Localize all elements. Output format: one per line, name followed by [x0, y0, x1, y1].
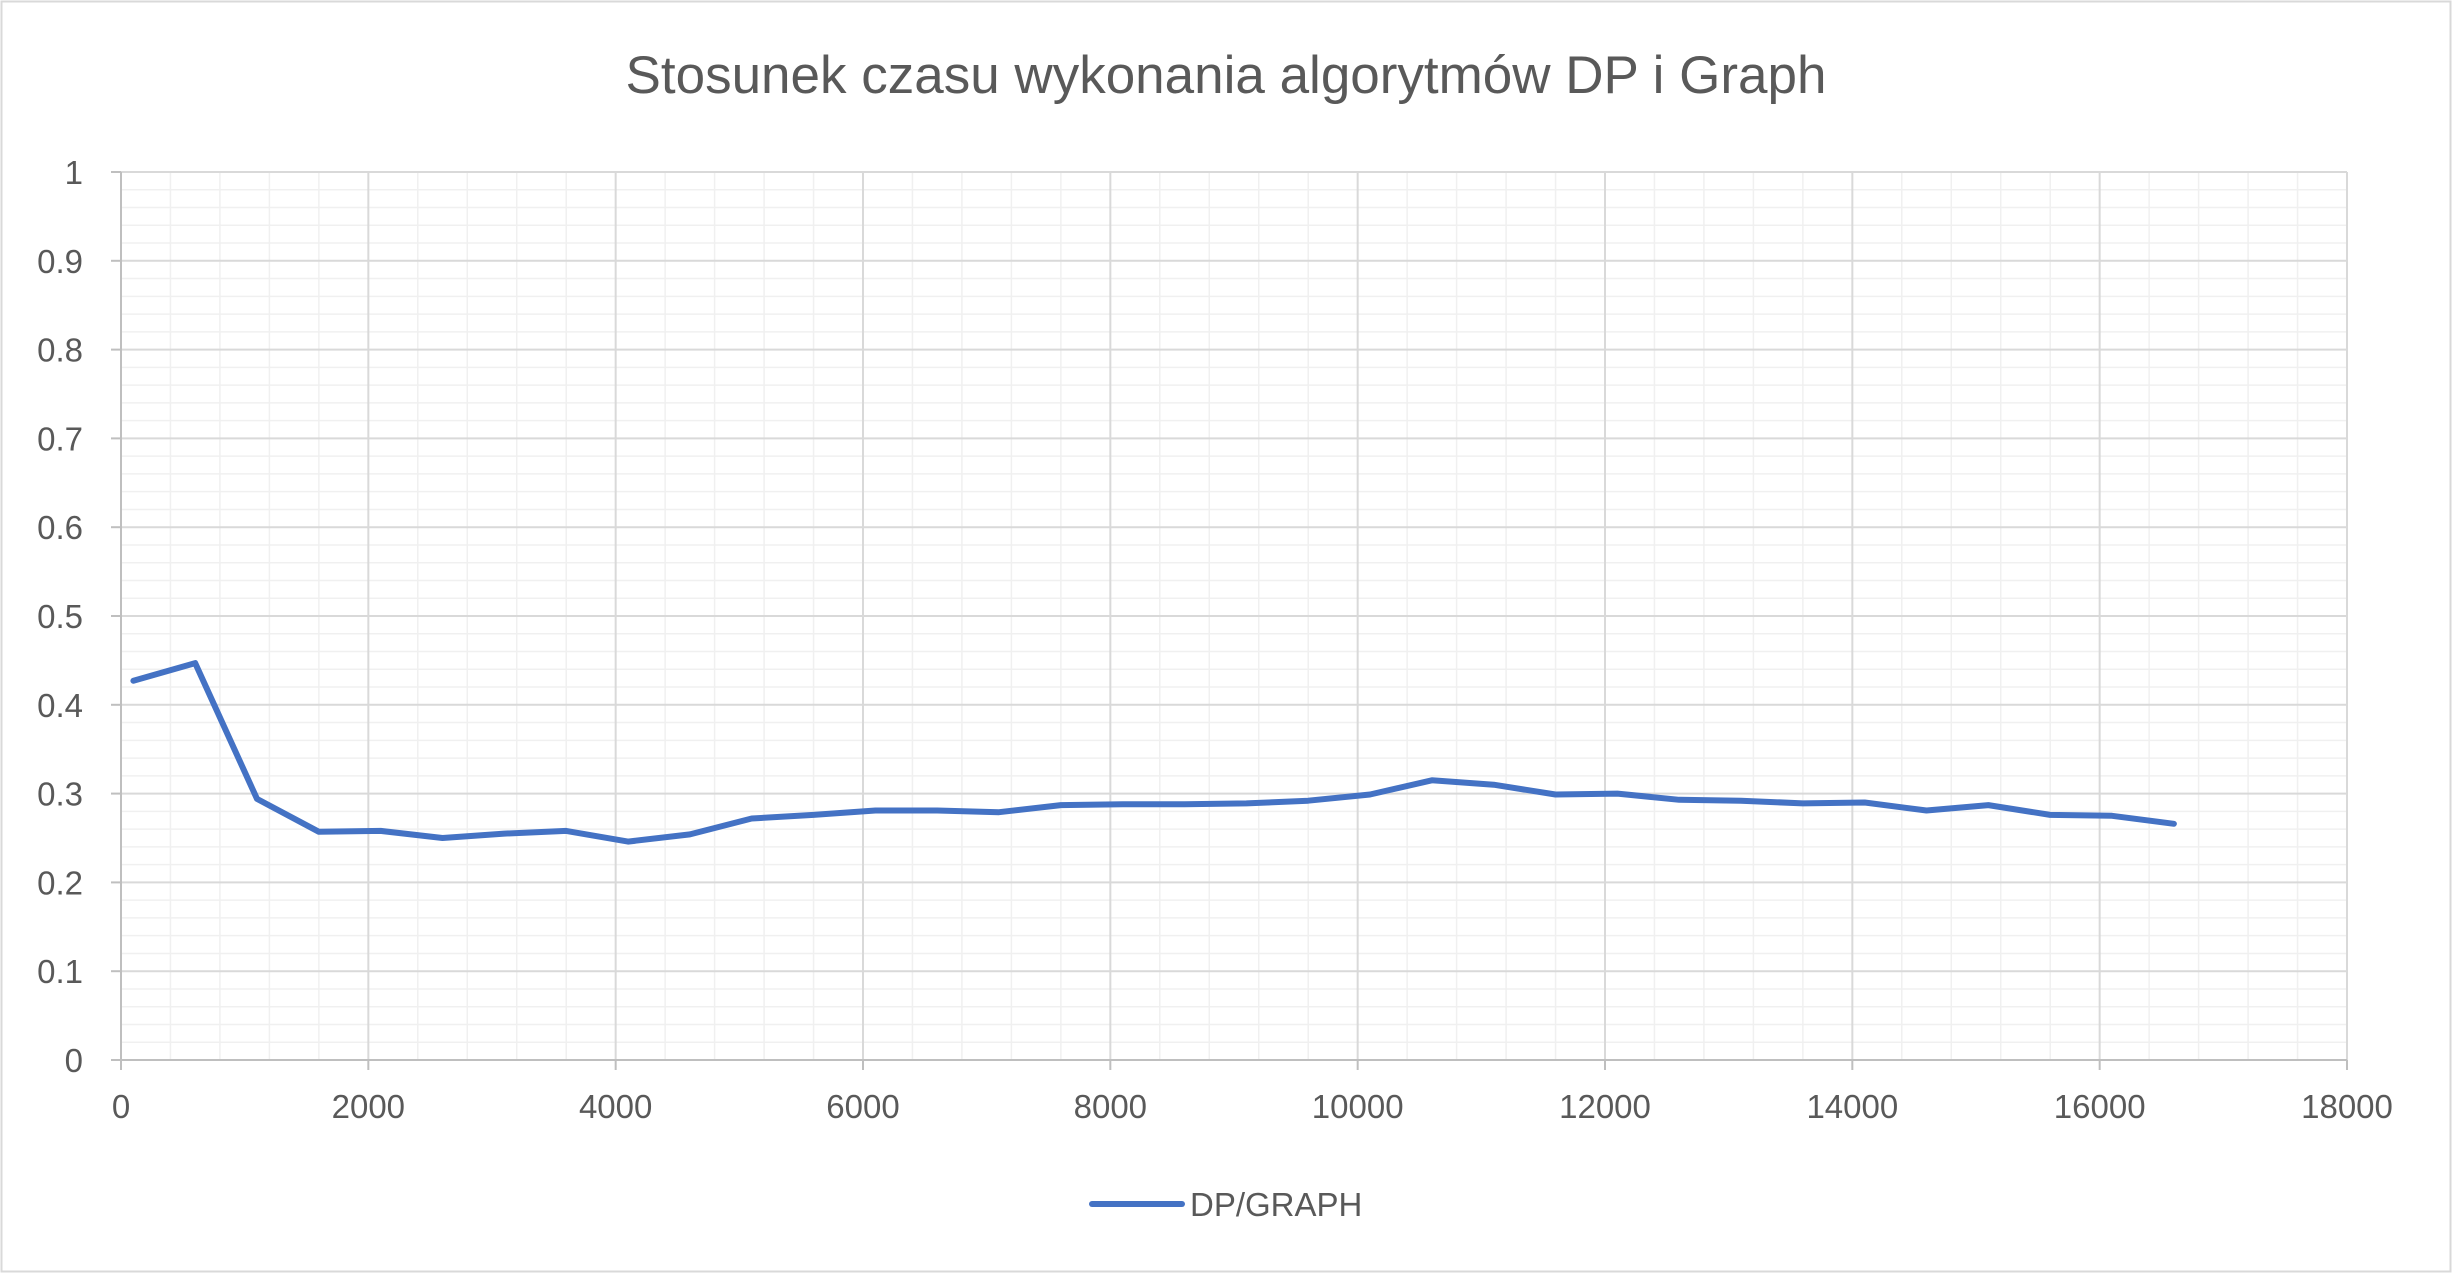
major-grid: [121, 171, 2348, 1060]
legend: DP/GRAPH: [1089, 1186, 1362, 1223]
y-tick-label: 0.8: [37, 332, 83, 369]
x-tick-label: 18000: [2301, 1088, 2393, 1125]
y-tick-labels: 0 0.1 0.2 0.3 0.4 0.5 0.6 0.7 0.8 0.9 1: [37, 154, 83, 1079]
x-tick-label: 10000: [1312, 1088, 1404, 1125]
y-tick-label: 0.1: [37, 953, 83, 990]
x-tick-label: 4000: [579, 1088, 652, 1125]
x-tick-label: 8000: [1074, 1088, 1147, 1125]
y-tick-label: 0.4: [37, 687, 83, 724]
x-tick-label: 16000: [2054, 1088, 2146, 1125]
x-tick-label: 0: [112, 1088, 130, 1125]
x-tick-label: 2000: [332, 1088, 405, 1125]
x-tick-labels: 0 2000 4000 6000 8000 10000 12000 14000 16000 180…: [112, 1088, 2393, 1125]
legend-label: DP/GRAPH: [1190, 1186, 1362, 1223]
x-tick-label: 12000: [1559, 1088, 1651, 1125]
axes: [111, 171, 2348, 1070]
y-tick-label: 0.3: [37, 776, 83, 813]
y-tick-label: 0.2: [37, 864, 83, 901]
y-tick-label: 0.7: [37, 420, 83, 457]
series-dp-graph: [130, 660, 2177, 845]
x-tick-label: 14000: [1806, 1088, 1898, 1125]
x-tick-label: 6000: [826, 1088, 899, 1125]
series-line: [130, 660, 2177, 845]
y-tick-label: 0: [65, 1042, 83, 1079]
y-tick-label: 0.5: [37, 598, 83, 635]
chart-title: Stosunek czasu wykonania algorytmów DP i…: [626, 46, 1827, 105]
y-tick-label: 0.9: [37, 243, 83, 280]
y-tick-label: 1: [65, 154, 83, 191]
y-tick-label: 0.6: [37, 509, 83, 546]
